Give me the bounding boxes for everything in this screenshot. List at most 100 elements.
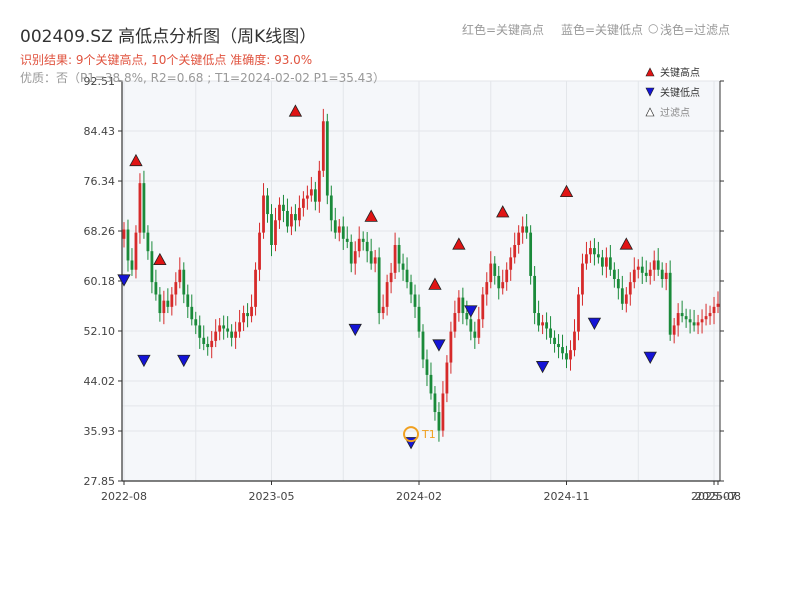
legend-low-icon <box>645 87 655 97</box>
candle-body <box>477 319 481 338</box>
candle-body <box>190 306 194 320</box>
candle-body <box>286 210 289 227</box>
key-high-marker <box>153 252 167 266</box>
x-tick-label: 2023-05 <box>249 490 295 503</box>
candle-body <box>345 238 349 242</box>
candle-body <box>154 282 158 295</box>
candle-body <box>166 300 170 307</box>
candle-body <box>553 337 556 344</box>
candle-body <box>680 313 684 317</box>
candle-body <box>389 272 393 283</box>
candle-body <box>146 232 150 252</box>
key-high-marker <box>452 237 466 250</box>
y-tick-label: 68.26 <box>84 225 116 238</box>
candle-body <box>337 226 341 233</box>
legend-key-high-label: 关键高点 <box>660 66 700 79</box>
key-low-marker <box>117 274 131 287</box>
candle-body <box>604 257 608 267</box>
candle-body <box>373 257 377 264</box>
candle-body <box>501 282 505 289</box>
x-tick-label: 2025-07 <box>691 490 737 503</box>
candle-body <box>597 254 600 258</box>
candle-body <box>469 319 473 332</box>
candle-body <box>481 294 485 320</box>
candle-body <box>533 275 537 314</box>
candle-body <box>537 313 541 326</box>
candle-body <box>317 170 321 202</box>
candle-body <box>158 294 162 314</box>
candle-body <box>612 269 616 280</box>
candle-body <box>497 275 501 289</box>
candle-body <box>616 279 620 289</box>
candle-body <box>545 322 548 329</box>
candle-body <box>589 248 592 255</box>
candle-body <box>425 359 429 375</box>
key-low-marker <box>587 317 602 330</box>
y-tick-label: 60.18 <box>84 275 116 288</box>
candle-body <box>274 220 277 245</box>
candle-body <box>624 294 628 304</box>
candle-body <box>684 316 688 320</box>
legend-filtered-label: 过滤点 <box>660 106 690 119</box>
candle-body <box>473 331 477 338</box>
candle-body <box>262 195 265 233</box>
candle-body <box>505 269 509 283</box>
key-high-marker <box>619 237 633 250</box>
key-low-marker <box>137 354 151 368</box>
key-high-marker <box>129 153 143 167</box>
candle-body <box>636 266 640 270</box>
candle-body <box>525 226 529 233</box>
legend-filtered-circle-icon: ○ <box>648 21 659 35</box>
t1-label: T1 <box>421 428 436 441</box>
candle-body <box>620 288 624 304</box>
legend-key-low-label: 关键低点 <box>660 86 700 99</box>
candle-body <box>688 319 692 323</box>
key-high-marker <box>364 209 378 222</box>
y-tick-label: 92.51 <box>84 75 116 88</box>
key-high-marker <box>288 104 303 117</box>
candle-body <box>381 306 385 314</box>
candle-body <box>250 306 253 317</box>
candle-body <box>640 266 644 273</box>
candle-body <box>441 393 445 431</box>
key-low-marker <box>535 361 550 374</box>
candle-body <box>513 244 517 258</box>
candle-body <box>226 328 230 332</box>
candle-body <box>234 331 238 338</box>
candle-body <box>493 263 497 276</box>
candle-body <box>290 214 293 227</box>
candle-body <box>565 353 568 360</box>
candle-body <box>557 343 560 348</box>
candle-body <box>457 297 461 314</box>
candle-body <box>222 325 226 329</box>
candle-body <box>134 232 138 270</box>
candle-body <box>122 229 126 239</box>
candle-body <box>708 313 712 317</box>
candle-body <box>437 412 441 431</box>
candle-body <box>266 195 269 215</box>
candle-body <box>349 241 353 264</box>
result-summary: 识别结果: 9个关键高点, 10个关键低点 准确度: 93.0% <box>20 53 313 67</box>
candle-body <box>421 331 425 360</box>
candle-body <box>517 232 521 245</box>
candle-body <box>712 306 716 314</box>
candle-body <box>206 343 210 348</box>
candle-body <box>628 282 632 295</box>
legend-key-low-text: 蓝色=关键低点 <box>561 23 644 37</box>
candle-body <box>716 303 720 307</box>
legend-key-high-text: 红色=关键高点 <box>462 23 545 37</box>
candle-body <box>465 313 469 320</box>
candle-body <box>214 331 218 341</box>
candle-body <box>333 220 337 233</box>
candle-body <box>178 269 182 283</box>
candle-body <box>230 331 234 338</box>
candle-body <box>433 393 437 413</box>
candle-body <box>585 254 588 264</box>
candle-body <box>130 260 134 270</box>
key-low-marker <box>177 354 191 368</box>
candle-body <box>282 204 285 211</box>
key-high-marker <box>428 277 442 290</box>
candle-body <box>246 313 249 317</box>
candle-body <box>549 328 552 338</box>
